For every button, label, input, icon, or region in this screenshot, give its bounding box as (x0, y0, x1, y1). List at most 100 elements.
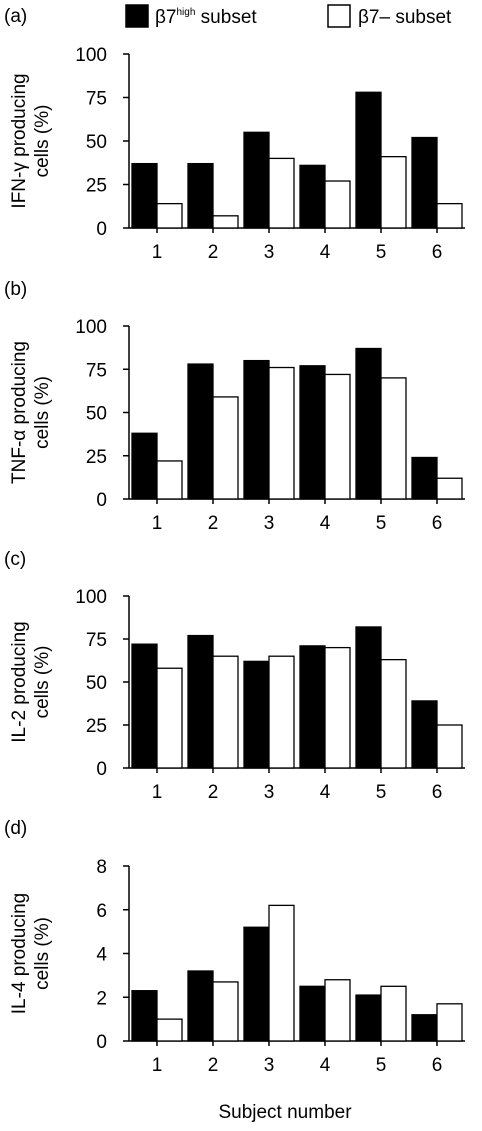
panel-label: (d) (4, 818, 27, 839)
bar-beta7-high (299, 365, 326, 500)
y-tick-label: 8 (96, 857, 107, 878)
x-tick-label: 2 (208, 513, 219, 534)
bar-beta7-neg (268, 655, 295, 769)
y-axis-title-line: cells (%) (32, 646, 53, 719)
x-tick-label: 5 (376, 242, 387, 263)
bar-beta7-neg (212, 215, 239, 229)
bar-beta7-neg (436, 202, 463, 229)
bar-beta7-neg (212, 981, 239, 1042)
x-tick-label: 4 (320, 782, 331, 803)
x-tick-label: 3 (264, 242, 275, 263)
x-tick-label: 1 (152, 513, 163, 534)
x-tick-label: 2 (208, 782, 219, 803)
bar-beta7-high (411, 136, 438, 229)
bar-beta7-high (187, 970, 214, 1042)
legend-label-beta7-high-main: β7 (155, 7, 177, 28)
y-axis-title: TNF-α producing cells (%) (9, 341, 53, 484)
y-tick-label: 0 (96, 1032, 107, 1053)
x-tick-label: 4 (320, 513, 331, 534)
bar-beta7-high (131, 162, 158, 229)
y-axis-title-line: cells (%) (32, 105, 53, 178)
bar-beta7-high (243, 660, 270, 769)
y-tick-label: 0 (96, 219, 107, 240)
x-tick-label: 5 (376, 513, 387, 534)
y-tick-label: 0 (96, 759, 107, 780)
panel-label: (a) (4, 6, 27, 27)
y-tick-label: 100 (75, 45, 107, 66)
legend-label-beta7-high: β7high subset (155, 7, 257, 28)
bar-beta7-high (131, 990, 158, 1042)
y-tick-label: 50 (86, 132, 107, 153)
y-axis-title-line: IL-2 producing (9, 621, 30, 742)
bar-beta7-neg (436, 724, 463, 769)
x-tick-label: 4 (320, 1055, 331, 1076)
bar-beta7-neg (324, 373, 351, 500)
x-tick-label: 5 (376, 782, 387, 803)
x-tick-label: 1 (152, 242, 163, 263)
y-tick-label: 75 (86, 360, 107, 381)
bar-beta7-neg (324, 180, 351, 229)
x-tick-label: 6 (432, 513, 443, 534)
y-tick-label: 25 (86, 176, 107, 197)
x-axis-title: Subject number (218, 1102, 352, 1123)
x-tick-label: 3 (264, 513, 275, 534)
legend-label-beta7-high-rest: subset (195, 7, 257, 28)
bar-beta7-high (355, 994, 382, 1042)
bar-beta7-neg (268, 366, 295, 500)
bar-beta7-neg (380, 658, 407, 769)
x-tick-label: 4 (320, 242, 331, 263)
bar-beta7-neg (156, 460, 183, 500)
bar-beta7-neg (156, 202, 183, 229)
bar-beta7-high (243, 359, 270, 500)
chart-panel-4: (d) IL-4 producing cells (%) 0 2 4 6 8 1 2 3 4 5 6 (4, 818, 465, 1076)
x-tick-label: 6 (432, 1055, 443, 1076)
legend: β7high subset β7– subset (125, 4, 452, 28)
bar-beta7-neg (156, 667, 183, 769)
y-tick-label: 50 (86, 673, 107, 694)
x-tick-label: 3 (264, 782, 275, 803)
legend-label-beta7-neg: β7– subset (358, 7, 452, 28)
bar-beta7-high (355, 626, 382, 769)
x-tick-label: 3 (264, 1055, 275, 1076)
bar-beta7-high (355, 91, 382, 229)
x-tick-label: 2 (208, 242, 219, 263)
y-tick-label: 0 (96, 490, 107, 511)
bar-beta7-high (187, 634, 214, 769)
legend-swatch-beta7-neg (327, 4, 351, 28)
y-tick-label: 100 (75, 587, 107, 608)
bar-beta7-neg (268, 904, 295, 1042)
y-tick-label: 50 (86, 404, 107, 425)
y-axis-title: IFN-γ producing cells (%) (9, 73, 53, 208)
bar-beta7-neg (156, 1018, 183, 1042)
bar-beta7-high (299, 985, 326, 1042)
legend-label-beta7-high-sup: high (177, 7, 196, 18)
bar-beta7-neg (380, 985, 407, 1042)
y-axis-title: IL-2 producing cells (%) (9, 621, 53, 742)
bar-beta7-high (299, 164, 326, 229)
bar-beta7-neg (324, 646, 351, 769)
bar-beta7-high (411, 456, 438, 500)
y-tick-label: 75 (86, 630, 107, 651)
y-axis-title-line: cells (%) (32, 376, 53, 449)
legend-swatch-beta7-high (125, 4, 149, 28)
y-tick-label: 2 (96, 988, 107, 1009)
bar-beta7-neg (212, 396, 239, 500)
y-tick-label: 25 (86, 716, 107, 737)
y-tick-label: 6 (96, 901, 107, 922)
panel-label: (b) (4, 279, 27, 300)
y-axis-title-line: IL-4 producing (9, 893, 30, 1014)
x-tick-label: 6 (432, 242, 443, 263)
bar-beta7-high (187, 162, 214, 229)
bar-beta7-high (131, 643, 158, 769)
bar-beta7-high (243, 131, 270, 229)
bar-beta7-high (411, 700, 438, 769)
bar-beta7-high (131, 432, 158, 500)
bar-beta7-high (243, 926, 270, 1042)
x-tick-label: 2 (208, 1055, 219, 1076)
chart-panel-1: (a) IFN-γ producing cells (%) 0 25 50 75 100 1 2 3… (4, 6, 465, 263)
x-tick-label: 1 (152, 1055, 163, 1076)
y-axis-title-line: TNF-α producing (9, 341, 30, 484)
bar-beta7-high (187, 363, 214, 500)
